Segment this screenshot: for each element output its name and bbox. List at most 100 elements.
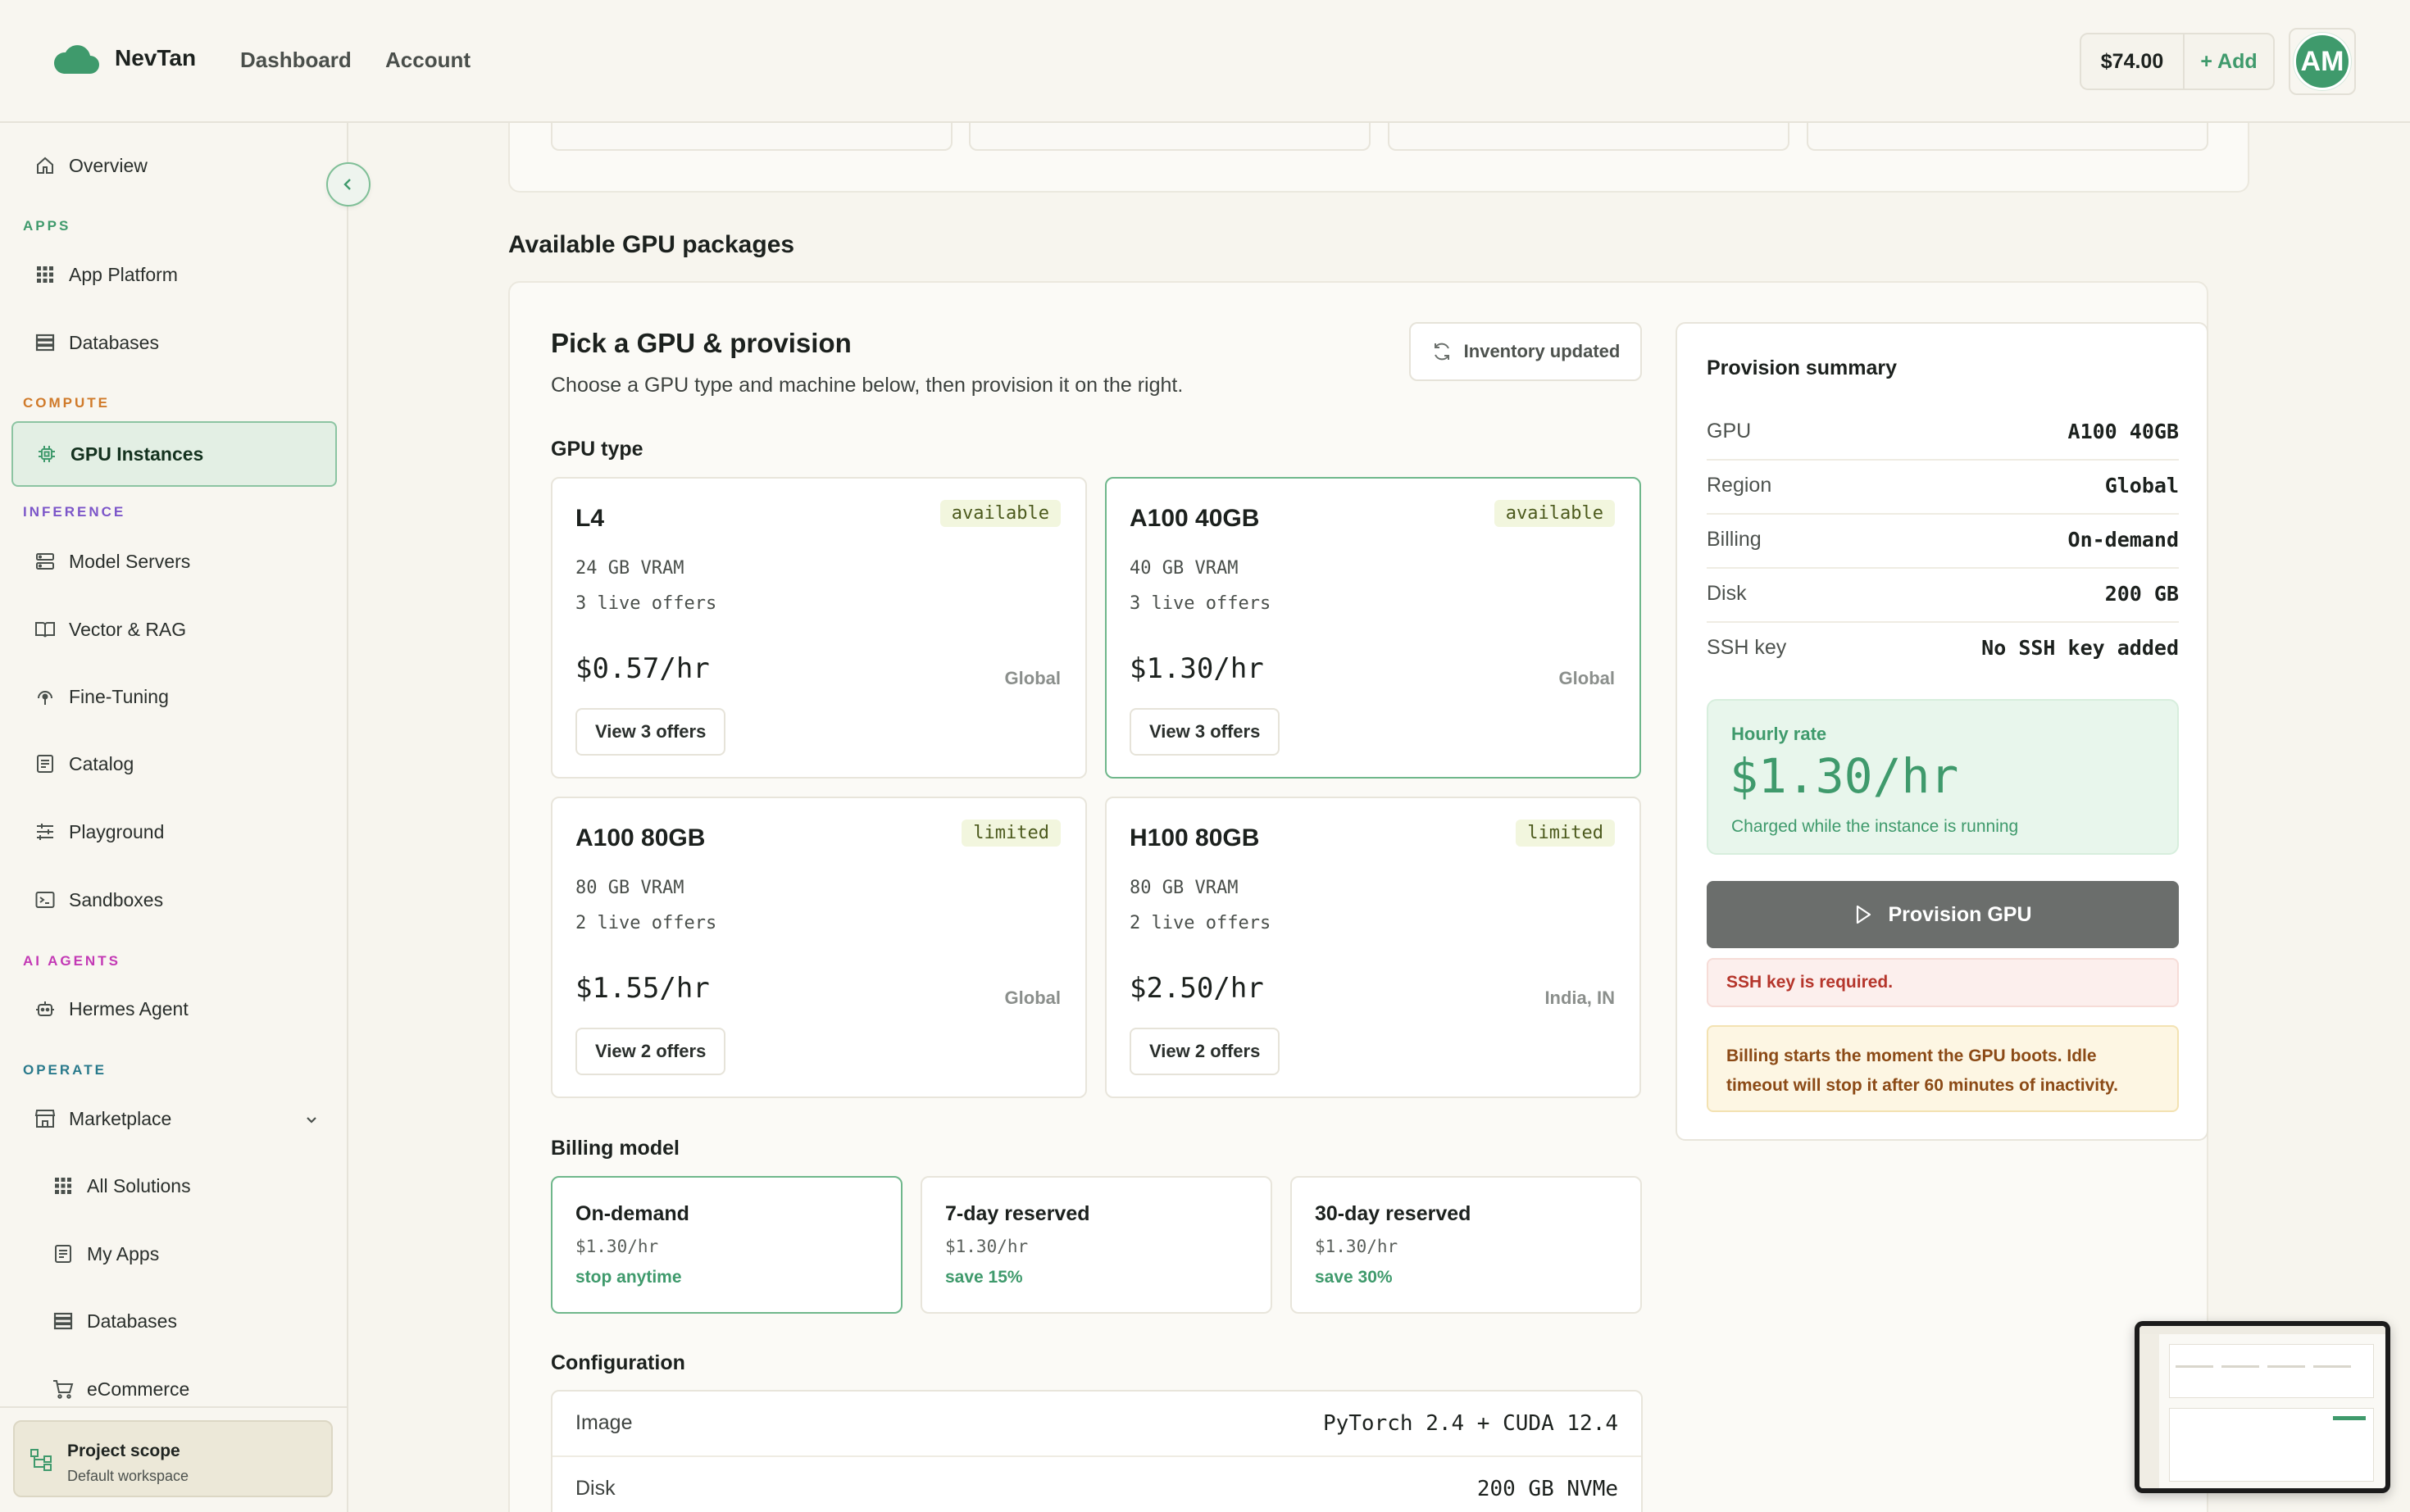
sidebar-item-model-servers[interactable]: Model Servers — [11, 533, 337, 590]
view-offers-button[interactable]: View 2 offers — [1130, 1028, 1280, 1075]
billing-title: 30-day reserved — [1315, 1202, 1471, 1225]
database-icon — [34, 332, 56, 353]
section-label-inference: INFERENCE — [23, 504, 126, 520]
sidebar: Overview APPS App Platform Databases COM… — [0, 123, 348, 1512]
minimap-card — [2169, 1408, 2374, 1482]
sidebar-item-hermes-agent[interactable]: Hermes Agent — [11, 980, 337, 1038]
billing-title: On-demand — [575, 1202, 689, 1225]
nav-dashboard[interactable]: Dashboard — [240, 48, 352, 72]
billing-price: $1.30/hr — [945, 1237, 1029, 1256]
gpu-offers: 2 live offers — [1130, 913, 1271, 933]
sidebar-item-databases[interactable]: Databases — [11, 314, 337, 371]
gpu-region: Global — [1004, 988, 1061, 1008]
nav-account[interactable]: Account — [385, 48, 471, 72]
pick-title: Pick a GPU & provision — [551, 328, 852, 358]
terminal-icon — [34, 889, 56, 910]
inventory-updated-button[interactable]: Inventory updated — [1409, 322, 1642, 381]
gpu-region: Global — [1004, 668, 1061, 688]
config-value: PyTorch 2.4 + CUDA 12.4 — [1322, 1411, 1618, 1436]
sidebar-item-ecommerce[interactable]: eCommerce — [11, 1360, 337, 1418]
view-offers-button[interactable]: View 3 offers — [575, 708, 726, 756]
gpu-vram: 80 GB VRAM — [1130, 878, 1239, 898]
section-label-ai-agents: AI AGENTS — [23, 953, 120, 969]
sidebar-item-label: GPU Instances — [70, 443, 204, 465]
minimap-line — [2176, 1365, 2213, 1368]
sidebar-item-sandboxes[interactable]: Sandboxes — [11, 871, 337, 929]
sidebar-item-label: Hermes Agent — [69, 997, 189, 1019]
sidebar-item-label: Sandboxes — [69, 888, 164, 910]
summary-row-billing: Billing On-demand — [1707, 515, 2179, 569]
avatar: AM — [2294, 33, 2351, 90]
section-label-compute: COMPUTE — [23, 395, 110, 411]
sidebar-item-label: Catalog — [69, 752, 134, 774]
sidebar-item-overview[interactable]: Overview — [11, 137, 337, 194]
sidebar-item-app-platform[interactable]: App Platform — [11, 246, 337, 303]
brand-name[interactable]: NevTan — [115, 45, 197, 70]
availability-badge: limited — [962, 820, 1061, 847]
chevron-left-icon — [343, 179, 351, 190]
sidebar-item-catalog[interactable]: Catalog — [11, 735, 337, 792]
sidebar-item-gpu-instances[interactable]: GPU Instances — [11, 421, 337, 487]
gpu-type-label: GPU type — [551, 438, 643, 461]
hourly-rate-box: Hourly rate $1.30/hr Charged while the i… — [1707, 699, 2179, 855]
summary-key: GPU — [1707, 420, 1752, 443]
project-scope[interactable]: Project scope Default workspace — [13, 1420, 333, 1497]
list-icon — [52, 1243, 74, 1265]
top-bar: NevTan Dashboard Account $74.00 + Add AM — [0, 0, 2410, 123]
provision-gpu-button[interactable]: Provision GPU — [1707, 881, 2179, 948]
provision-gpu-label: Provision GPU — [1888, 902, 2032, 926]
hourly-rate-value: $1.30/hr — [1730, 748, 1959, 804]
summary-row-ssh-key: SSH key No SSH key added — [1707, 623, 2179, 677]
sidebar-item-fine-tuning[interactable]: Fine-Tuning — [11, 668, 337, 725]
minimap-card — [2169, 1344, 2374, 1398]
ssh-key-error: SSH key is required. — [1707, 958, 2179, 1007]
view-offers-button[interactable]: View 3 offers — [1130, 708, 1280, 756]
gpu-name: L4 — [575, 505, 605, 532]
view-offers-button[interactable]: View 2 offers — [575, 1028, 726, 1075]
gpu-vram: 24 GB VRAM — [575, 558, 684, 579]
summary-key: Region — [1707, 474, 1772, 497]
hourly-rate-note: Charged while the instance is running — [1731, 817, 2019, 836]
add-funds-button[interactable]: + Add — [2200, 49, 2258, 73]
billing-option-30-day[interactable]: 30-day reserved $1.30/hr save 30% — [1290, 1176, 1642, 1314]
project-scope-subtitle: Default workspace — [67, 1468, 189, 1484]
sidebar-item-marketplace[interactable]: Marketplace — [11, 1090, 337, 1147]
refresh-icon — [1434, 343, 1449, 361]
availability-badge: available — [939, 500, 1061, 527]
home-icon — [34, 155, 56, 176]
sidebar-item-label: Vector & RAG — [69, 618, 187, 640]
billing-price: $1.30/hr — [575, 1237, 659, 1256]
billing-option-7-day[interactable]: 7-day reserved $1.30/hr save 15% — [921, 1176, 1272, 1314]
tuning-icon — [34, 686, 56, 707]
cloud-logo-icon[interactable] — [52, 43, 100, 75]
gpu-price: $1.55/hr — [575, 972, 710, 1005]
section-label-apps: APPS — [23, 218, 71, 234]
summary-value: A100 40GB — [2067, 420, 2179, 443]
avatar-button[interactable]: AM — [2289, 28, 2356, 95]
page-minimap[interactable] — [2135, 1321, 2390, 1493]
minimap-line — [2267, 1365, 2305, 1368]
sidebar-item-my-apps[interactable]: My Apps — [11, 1225, 337, 1283]
gpu-price: $1.30/hr — [1130, 652, 1264, 685]
sidebar-item-all-solutions[interactable]: All Solutions — [11, 1157, 337, 1215]
store-icon — [34, 1108, 56, 1129]
summary-value: On-demand — [2067, 528, 2179, 552]
gpu-card-l4[interactable]: L4 available 24 GB VRAM 3 live offers $0… — [551, 477, 1087, 779]
gpu-price: $0.57/hr — [575, 652, 710, 685]
gpu-card-h100-80gb[interactable]: H100 80GB limited 80 GB VRAM 2 live offe… — [1105, 797, 1641, 1098]
sidebar-item-databases-sub[interactable]: Databases — [11, 1292, 337, 1350]
config-row-image[interactable]: Image PyTorch 2.4 + CUDA 12.4 — [552, 1392, 1641, 1457]
sidebar-item-vector-rag[interactable]: Vector & RAG — [11, 601, 337, 658]
sidebar-item-label: Playground — [69, 820, 165, 842]
gpu-card-a100-80gb[interactable]: A100 80GB limited 80 GB VRAM 2 live offe… — [551, 797, 1087, 1098]
gpu-offers: 2 live offers — [575, 913, 717, 933]
chevron-down-icon[interactable] — [304, 1110, 319, 1132]
sidebar-item-playground[interactable]: Playground — [11, 803, 337, 860]
summary-row-region: Region Global — [1707, 461, 2179, 515]
config-value: 200 GB NVMe — [1476, 1477, 1618, 1501]
config-row-disk[interactable]: Disk 200 GB NVMe — [552, 1457, 1641, 1512]
gpu-card-a100-40gb[interactable]: A100 40GB available 40 GB VRAM 3 live of… — [1105, 477, 1641, 779]
collapse-sidebar-button[interactable] — [326, 162, 371, 207]
billing-option-on-demand[interactable]: On-demand $1.30/hr stop anytime — [551, 1176, 903, 1314]
summary-value: Global — [2104, 474, 2179, 497]
